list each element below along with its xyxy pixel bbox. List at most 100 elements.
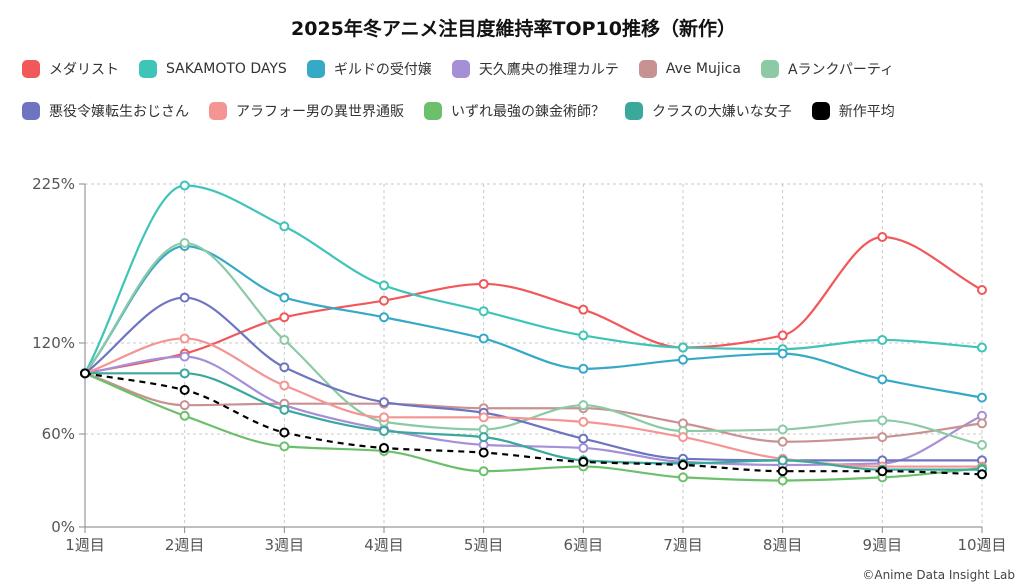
legend-label: ギルドの受付嬢 bbox=[333, 62, 432, 78]
y-tick-label: 60% bbox=[42, 425, 75, 443]
series-path bbox=[84, 296, 982, 462]
data-point bbox=[478, 466, 489, 477]
legend-swatch bbox=[424, 102, 442, 120]
axes: 1週目 2週目 3週目 4週目 5週目 6週目 7週目 8週目 9週目 10週目 0% 60% 120%… bbox=[32, 175, 1006, 554]
legend-item[interactable]: アラフォー男の異世界通販 bbox=[209, 101, 404, 121]
legend-swatch bbox=[638, 60, 657, 78]
data-point bbox=[179, 351, 190, 362]
series-path bbox=[84, 244, 983, 399]
x-tick-label: 5週目 bbox=[464, 536, 504, 554]
chart-title: 2025年冬アニメ注目度維持率TOP10推移（新作） bbox=[291, 18, 736, 40]
data-point bbox=[777, 466, 788, 477]
series-average bbox=[80, 368, 987, 480]
data-point bbox=[179, 400, 190, 411]
data-point bbox=[80, 368, 90, 379]
data-point bbox=[777, 455, 788, 466]
legend-item[interactable]: Aランクパーティ bbox=[760, 59, 894, 79]
data-point bbox=[279, 221, 290, 232]
data-point bbox=[678, 460, 688, 470]
data-point bbox=[179, 238, 190, 249]
legend-label: Ave Mujica bbox=[665, 61, 741, 77]
data-point bbox=[678, 354, 688, 365]
legend-swatch bbox=[625, 102, 643, 120]
data-point bbox=[179, 410, 190, 421]
series-path bbox=[84, 372, 983, 482]
data-point bbox=[179, 333, 190, 344]
data-point bbox=[777, 330, 788, 341]
legend-row: 悪役令嬢転生おじさん アラフォー男の異世界通販 いずれ最強の錬金術師？ クラスの… bbox=[22, 98, 1012, 124]
data-point bbox=[678, 472, 688, 483]
data-point bbox=[977, 418, 987, 429]
data-point bbox=[977, 285, 987, 295]
legend-item[interactable]: SAKAMOTO DAYS bbox=[139, 60, 287, 78]
x-tick-label: 3週目 bbox=[265, 536, 305, 554]
legend-label: 天久鷹央の推理カルテ bbox=[478, 62, 619, 78]
data-point bbox=[977, 392, 987, 403]
data-point bbox=[977, 342, 987, 353]
data-point bbox=[977, 469, 987, 480]
x-tick-label: 1週目 bbox=[65, 536, 105, 554]
data-point bbox=[578, 416, 589, 427]
legend-label: 新作平均 bbox=[838, 104, 895, 120]
data-point bbox=[279, 427, 290, 438]
data-point bbox=[977, 439, 987, 450]
legend-label: クラスの大嫌いな女子 bbox=[652, 104, 792, 120]
data-point bbox=[179, 180, 190, 191]
data-point bbox=[777, 348, 788, 359]
data-point bbox=[478, 447, 489, 458]
data-point bbox=[179, 368, 190, 379]
data-point bbox=[578, 442, 589, 453]
series-line bbox=[80, 241, 987, 403]
x-tick-label: 6週目 bbox=[564, 536, 604, 554]
x-tick-label: 9週目 bbox=[863, 536, 903, 554]
legend-swatch bbox=[451, 60, 470, 78]
legend-item[interactable]: Ave Mujica bbox=[638, 60, 741, 78]
data-point bbox=[279, 292, 290, 303]
x-tick-label: 2週目 bbox=[165, 536, 205, 554]
data-point bbox=[777, 475, 788, 486]
legend-label: アラフォー男の異世界通販 bbox=[236, 104, 404, 120]
legend-item[interactable]: 新作平均 bbox=[811, 101, 895, 121]
data-point bbox=[578, 363, 589, 374]
data-point bbox=[478, 306, 489, 317]
legend-item[interactable]: いずれ最強の錬金術師？ bbox=[424, 101, 605, 121]
data-point bbox=[877, 374, 888, 385]
legend-swatch bbox=[209, 102, 227, 120]
series-path bbox=[84, 184, 983, 374]
series-path bbox=[84, 241, 983, 446]
legend-item[interactable]: ギルドの受付嬢 bbox=[306, 59, 432, 79]
series-path bbox=[84, 235, 983, 375]
series-lines bbox=[80, 180, 987, 486]
data-point bbox=[578, 433, 589, 444]
legend-item[interactable]: メダリスト bbox=[22, 59, 119, 79]
data-point bbox=[379, 412, 389, 423]
data-point bbox=[279, 441, 290, 452]
data-point bbox=[279, 362, 290, 373]
x-tick-label: 4週目 bbox=[364, 536, 404, 554]
legend-swatch bbox=[22, 60, 40, 78]
legend-label: メダリスト bbox=[49, 62, 119, 78]
legend-item[interactable]: 悪役令嬢転生おじさん bbox=[22, 101, 189, 121]
data-point bbox=[877, 334, 888, 345]
data-point bbox=[279, 404, 290, 415]
legend: メダリスト SAKAMOTO DAYS ギルドの受付嬢 天久鷹央の推理カルテ A… bbox=[22, 56, 1012, 140]
legend-row: メダリスト SAKAMOTO DAYS ギルドの受付嬢 天久鷹央の推理カルテ A… bbox=[22, 56, 1012, 82]
data-point bbox=[578, 330, 589, 341]
legend-swatch bbox=[22, 102, 40, 120]
data-point bbox=[279, 312, 290, 323]
data-point bbox=[379, 397, 389, 408]
data-point bbox=[877, 466, 888, 477]
series-line bbox=[80, 238, 987, 450]
grid bbox=[85, 183, 983, 527]
data-point bbox=[478, 412, 489, 423]
legend-item[interactable]: 天久鷹央の推理カルテ bbox=[451, 59, 619, 79]
data-point bbox=[279, 380, 290, 391]
legend-swatch bbox=[139, 60, 157, 78]
y-tick-label: 120% bbox=[32, 334, 75, 352]
legend-swatch bbox=[760, 60, 779, 78]
series-path bbox=[84, 372, 983, 443]
data-point bbox=[379, 442, 389, 453]
data-point bbox=[279, 334, 290, 345]
legend-item[interactable]: クラスの大嫌いな女子 bbox=[625, 101, 792, 121]
